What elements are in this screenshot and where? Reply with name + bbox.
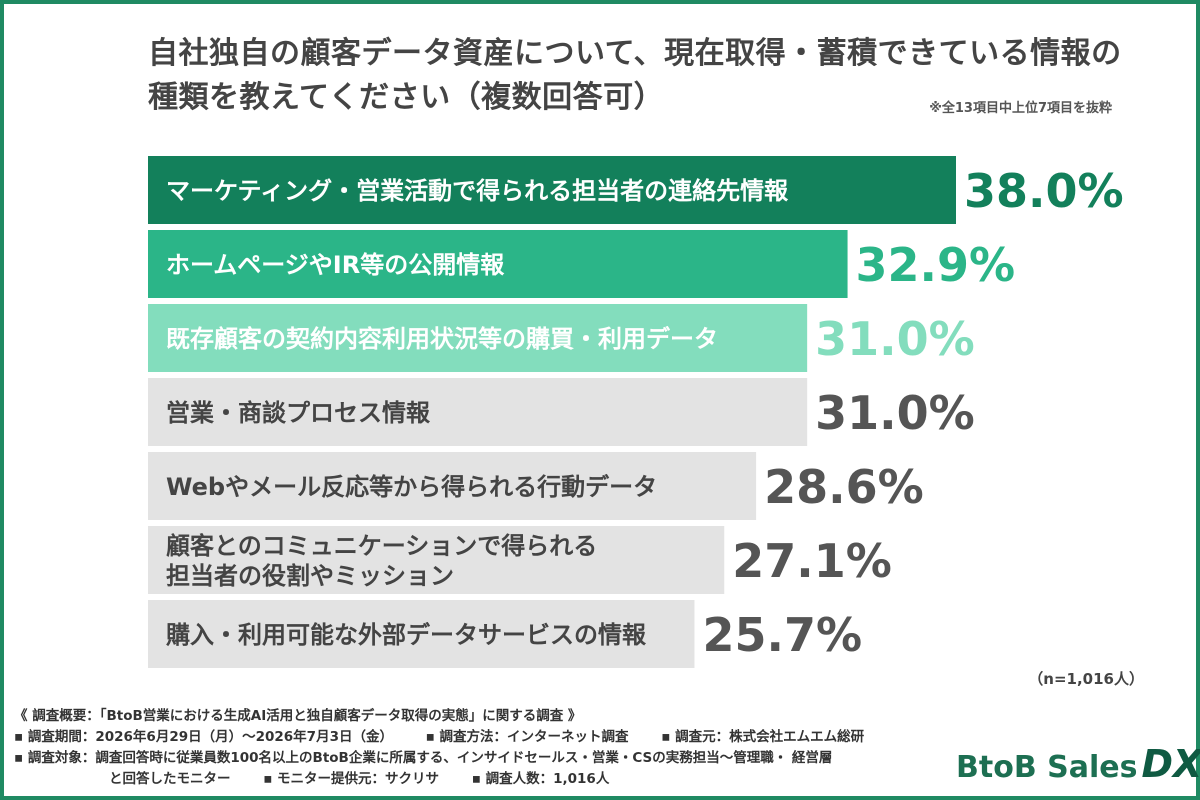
- chart-title: 自社独自の顧客データ資産について、現在取得・蓄積できている情報の 種類を教えてく…: [148, 32, 1148, 120]
- bar-4: [148, 378, 808, 446]
- footer-count: ▪ 調査人数：1,016人: [471, 771, 610, 787]
- sample-size-label: （n=1,016人）: [1028, 670, 1144, 688]
- value-label-3: 31.0%: [815, 312, 975, 366]
- bar-2: [148, 230, 848, 298]
- logo-text: BtoB Sales: [956, 750, 1138, 785]
- logo-mark: DX: [1141, 742, 1200, 786]
- value-label-1: 38.0%: [964, 164, 1124, 218]
- bar-label-1: マーケティング・営業活動で得られる担当者の連絡先情報: [166, 177, 789, 205]
- value-label-6: 27.1%: [732, 534, 892, 588]
- title-line-1: 自社独自の顧客データ資産について、現在取得・蓄積できている情報の: [148, 36, 1122, 71]
- bar-7: [148, 600, 695, 668]
- footer-summary: 《 調査概要：「BtoB営業における生成AI活用と独自顧客データ取得の実態」に関…: [14, 708, 582, 724]
- bar-label-6-line-2: 担当者の役割やミッション: [166, 562, 454, 590]
- title-line-2: 種類を教えてください（複数回答可）: [148, 80, 665, 115]
- value-label-7: 25.7%: [702, 608, 862, 662]
- chart-note: ※全13項目中上位7項目を抜粋: [929, 101, 1112, 116]
- bar-label-5: Webやメール反応等から得られる行動データ: [166, 473, 657, 501]
- footer-method: ▪ 調査方法：インターネット調査: [425, 729, 629, 745]
- survey-footer: 《 調査概要：「BtoB営業における生成AI活用と独自顧客データ取得の実態」に関…: [14, 706, 954, 790]
- value-label-5: 28.6%: [764, 460, 924, 514]
- bar-label-4: 営業・商談プロセス情報: [166, 399, 431, 427]
- footer-provider: ▪ モニター提供元：サクリサ: [263, 771, 440, 787]
- bar-label-2: ホームページやIR等の公開情報: [166, 251, 505, 279]
- bar-6: [148, 526, 725, 594]
- value-label-4: 31.0%: [815, 386, 975, 440]
- footer-source: ▪ 調査元：株式会社エムエム総研: [661, 729, 865, 745]
- brand-logo: BtoB Sales DX: [956, 742, 1200, 786]
- footer-target-line-2: と回答したモニター: [109, 771, 231, 787]
- bar-3: [148, 304, 808, 372]
- bar-label-3: 既存顧客の契約内容利用状況等の購買・利用データ: [166, 325, 718, 353]
- bar-label-7: 購入・利用可能な外部データサービスの情報: [166, 621, 647, 649]
- footer-period: ▪ 調査期間：2026年6月29日（月）～2026年7月3日（金）: [14, 729, 393, 745]
- bar-1: [148, 156, 956, 224]
- bar-label-6-line-1: 顧客とのコミュニケーションで得られる: [166, 532, 597, 560]
- value-label-2: 32.9%: [856, 238, 1016, 292]
- bar-5: [148, 452, 757, 520]
- footer-target: ▪ 調査対象：調査回答時に従業員数100名以上のBtoB企業に所属する、インサイ…: [14, 750, 833, 766]
